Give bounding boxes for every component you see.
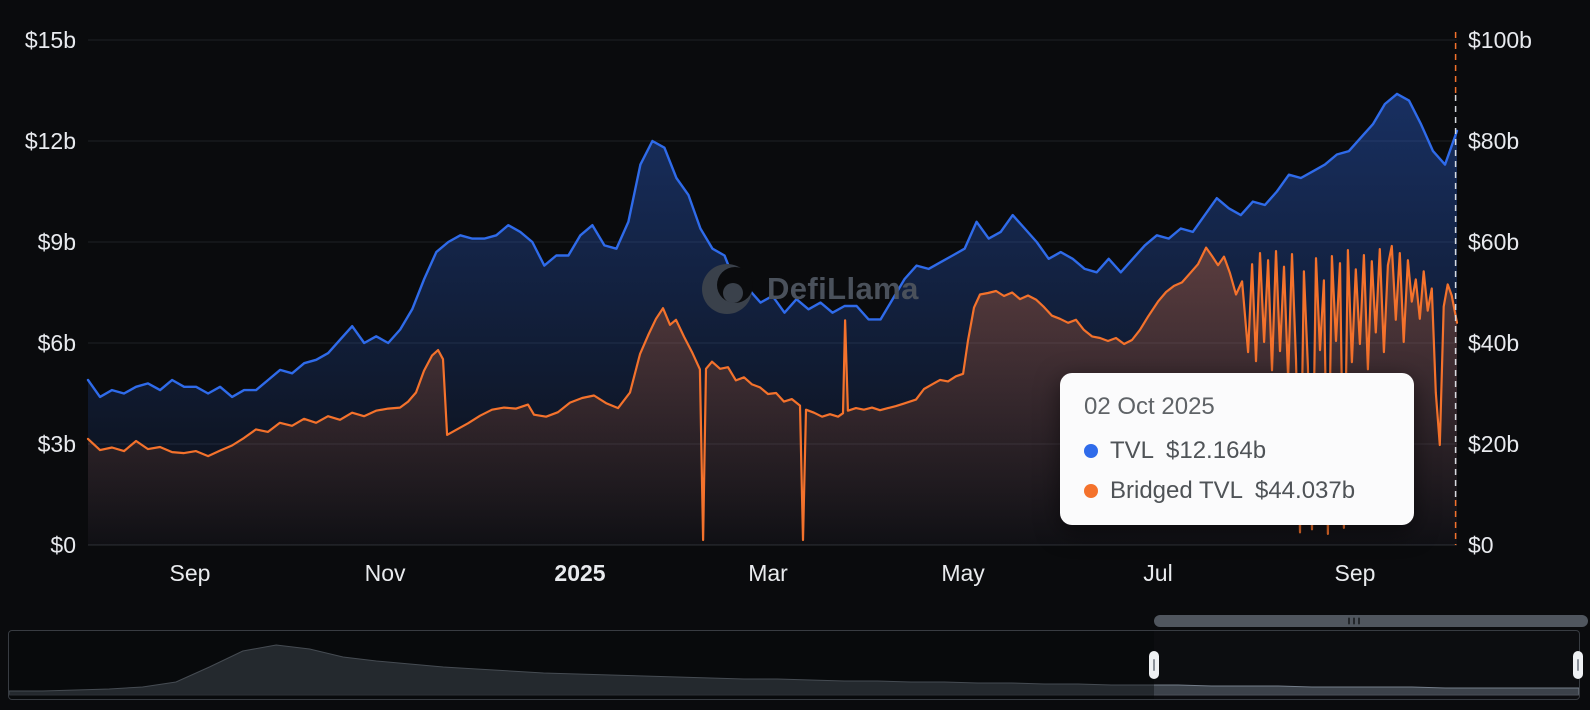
tooltip-date: 02 Oct 2025 [1084,393,1215,420]
navigator-minichart[interactable] [9,631,1579,699]
tooltip-bridged-tvl-label: Bridged TVL [1110,477,1243,504]
left-axis-tick: $9b [38,229,76,255]
x-axis-tick: Sep [170,560,211,586]
tooltip-tvl-label: TVL [1110,437,1155,464]
x-axis-tick: Sep [1335,560,1376,586]
left-axis-tick: $12b [25,128,76,154]
navigator-right-handle[interactable] [1573,651,1583,679]
right-axis-tick: $20b [1468,431,1519,457]
x-axis-tick: May [941,560,985,586]
tvl-series-dot-icon [1084,444,1098,458]
left-axis-tick: $3b [38,431,76,457]
right-axis-tick: $80b [1468,128,1519,154]
tooltip-row-bridged-tvl: Bridged TVL $44.037b [1084,477,1390,505]
left-axis-tick: $6b [38,330,76,356]
x-axis-tick: Jul [1143,560,1172,586]
tooltip-tvl-value: $12.164b [1166,437,1267,464]
x-axis-tick: 2025 [554,560,605,586]
chart-navigator[interactable] [8,630,1583,700]
left-axis-tick: $0 [50,532,76,558]
right-axis-tick: $40b [1468,330,1519,356]
right-axis-tick: $60b [1468,229,1519,255]
navigator-area [9,644,1579,696]
navigator-unselected-region [9,631,1154,699]
right-axis-tick: $0 [1468,532,1494,558]
tvl-line [86,92,1459,399]
x-axis-tick: Mar [748,560,788,586]
bridged-tvl-series-dot-icon [1084,484,1098,498]
right-axis-tick: $100b [1468,27,1532,53]
bridged-tvl-line [86,244,1459,542]
left-axis-tick: $15b [25,27,76,53]
tooltip-bridged-tvl-value: $44.037b [1254,477,1356,504]
scrollbar-grip-icon[interactable] [1347,617,1360,625]
x-axis-tick: Nov [365,560,406,586]
chart-tooltip: 02 Oct 2025 TVL $12.164b Bridged TVL $44… [1060,373,1414,525]
navigator-left-handle[interactable] [1148,651,1159,679]
chart-zoom-scrollbar[interactable] [1153,615,1588,627]
tooltip-row-tvl: TVL $12.164b [1084,437,1390,465]
